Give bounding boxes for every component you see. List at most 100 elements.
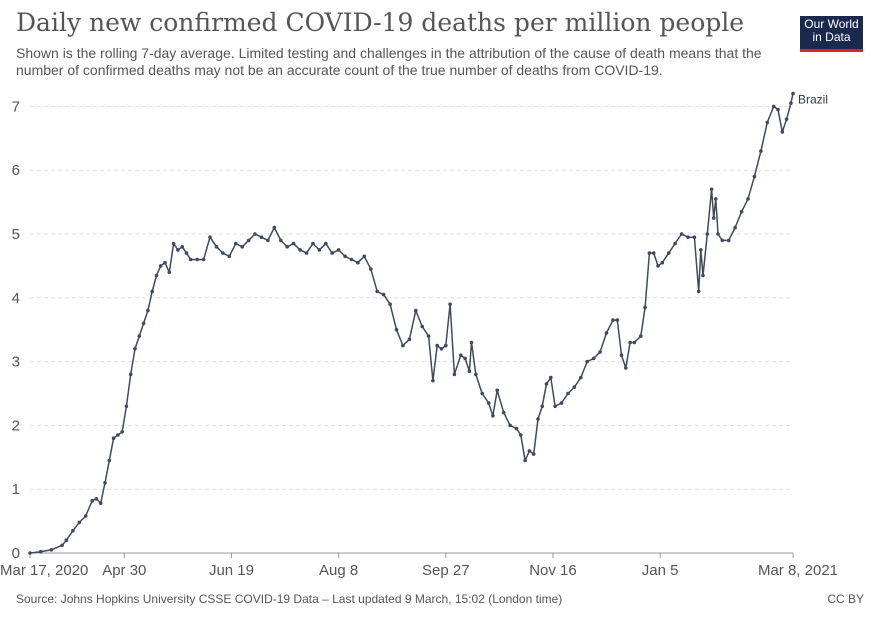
data-point: [692, 235, 697, 239]
data-point: [711, 216, 716, 220]
data-point: [716, 232, 720, 236]
data-point: [705, 232, 710, 236]
data-point: [604, 331, 609, 335]
y-tick-label: 3: [12, 354, 20, 371]
data-point: [71, 528, 75, 533]
data-point: [221, 251, 225, 255]
data-point: [253, 232, 257, 236]
data-point: [246, 238, 251, 243]
data-point: [291, 241, 296, 246]
data-point: [553, 404, 557, 409]
data-point: [469, 340, 474, 345]
data-point: [701, 273, 705, 278]
data-point: [699, 248, 703, 252]
data-point: [133, 347, 137, 351]
data-point: [759, 149, 763, 153]
data-point: [240, 245, 244, 249]
data-point: [227, 254, 232, 259]
data-point: [463, 356, 467, 361]
data-point: [234, 241, 238, 246]
data-point: [523, 458, 527, 463]
data-point: [643, 305, 647, 310]
data-point: [508, 423, 512, 428]
data-point: [501, 410, 506, 415]
data-point: [679, 232, 684, 236]
data-point: [146, 308, 150, 313]
data-point: [752, 174, 757, 179]
data-point: [356, 260, 360, 265]
data-point: [491, 414, 495, 418]
data-point: [686, 235, 690, 239]
data-point: [214, 245, 219, 249]
data-point: [444, 343, 448, 348]
data-point: [176, 248, 180, 252]
data-point: [448, 302, 452, 307]
data-point: [720, 238, 725, 243]
data-point: [765, 120, 770, 125]
y-tick-label: 2: [12, 417, 20, 434]
data-point: [285, 245, 290, 249]
data-point: [184, 251, 189, 255]
x-tick-label: Jan 5: [642, 562, 679, 579]
data-point: [780, 130, 785, 134]
data-point: [791, 91, 795, 96]
data-point: [579, 375, 583, 380]
data-point: [201, 257, 206, 262]
data-point: [459, 353, 463, 358]
data-point: [426, 334, 431, 338]
data-point: [784, 117, 789, 121]
data-point: [259, 235, 264, 239]
data-point: [330, 251, 335, 255]
data-point: [746, 197, 750, 201]
data-point: [474, 372, 478, 377]
data-point: [188, 257, 193, 262]
logo-line-1: Our World: [804, 17, 859, 31]
data-point: [317, 248, 322, 252]
data-point: [540, 404, 544, 409]
chart-title: Daily new confirmed COVID-19 deaths per …: [16, 8, 745, 37]
data-point: [531, 452, 536, 456]
source-note: Source: Johns Hopkins University CSSE CO…: [16, 592, 563, 606]
x-tick-label: Apr 30: [102, 562, 146, 579]
data-point: [739, 209, 744, 214]
data-point: [381, 292, 386, 297]
data-point: [343, 254, 347, 259]
data-point: [714, 197, 718, 201]
data-point: [647, 251, 652, 255]
y-tick-label: 4: [12, 290, 20, 307]
data-point: [480, 391, 485, 396]
data-point: [519, 433, 523, 437]
data-point: [137, 334, 142, 338]
data-point: [150, 289, 154, 294]
x-tick-label: Mar 8, 2021: [758, 562, 838, 579]
data-point: [628, 340, 632, 345]
data-point: [619, 353, 624, 358]
data-point: [401, 343, 405, 348]
data-point: [414, 308, 418, 313]
data-point: [420, 324, 425, 329]
data-point: [208, 235, 212, 239]
data-point: [28, 551, 32, 555]
data-point: [771, 104, 776, 109]
data-point: [38, 549, 43, 554]
data-point: [549, 375, 553, 380]
y-tick-label: 1: [12, 481, 20, 498]
data-point: [611, 318, 615, 322]
data-point: [272, 225, 277, 230]
license-label[interactable]: CC BY: [827, 592, 864, 606]
data-point: [591, 356, 596, 361]
x-tick-label: Nov 16: [529, 562, 577, 579]
data-point: [98, 501, 103, 506]
data-point: [362, 254, 367, 259]
data-point: [656, 264, 660, 268]
data-point: [266, 238, 270, 243]
data-point: [336, 248, 341, 252]
x-tick-label: Sep 27: [422, 562, 470, 579]
data-point: [632, 340, 637, 345]
data-point: [673, 241, 677, 246]
x-tick-label: Mar 17, 2020: [0, 562, 88, 579]
data-point: [666, 251, 671, 255]
owid-logo[interactable]: Our World in Data: [800, 16, 863, 52]
series-label-brazil: Brazil: [798, 93, 828, 107]
